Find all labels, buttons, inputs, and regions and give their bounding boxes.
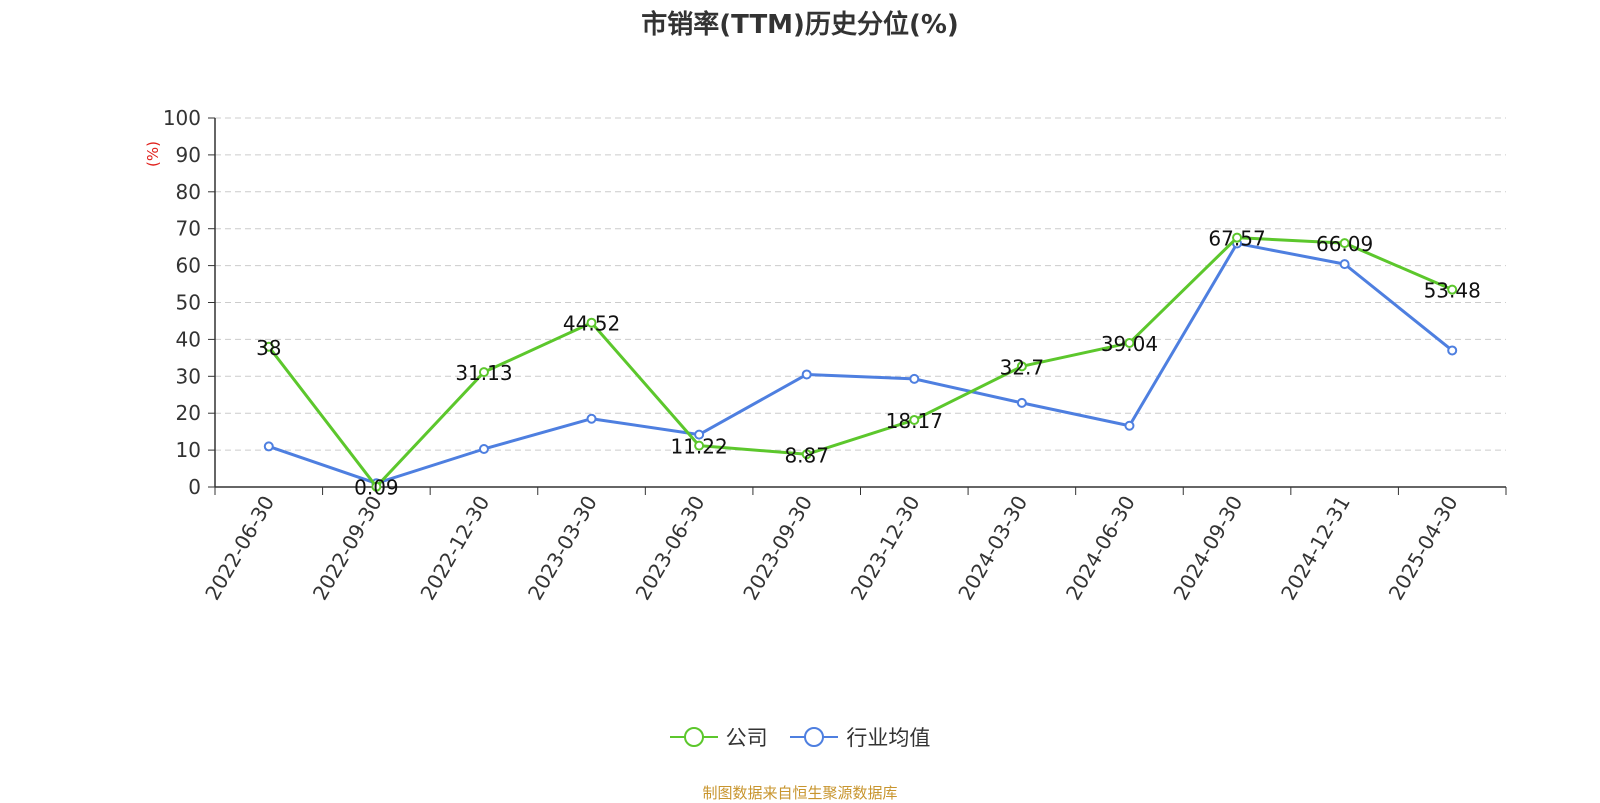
- data-label-company: 18.17: [886, 409, 943, 433]
- x-tick-label: 2023-06-30: [631, 492, 710, 605]
- x-tick-label: 2022-12-30: [415, 492, 494, 605]
- x-tick-label: 2025-04-30: [1384, 492, 1463, 605]
- y-tick-label: 0: [188, 475, 201, 499]
- data-label-company: 44.52: [563, 312, 620, 336]
- x-tick-label: 2024-03-30: [953, 492, 1032, 605]
- y-tick-label: 10: [176, 438, 201, 462]
- data-point-industry-average: [909, 373, 920, 384]
- axes: 0 10 20 30 40 50 60 70 80 90 100(%) 2022-06-30 2022-…: [144, 106, 1507, 605]
- y-tick-label: 60: [176, 254, 201, 278]
- series-lines: [263, 232, 1458, 492]
- y-axis-label: (%): [144, 141, 162, 167]
- data-point-industry-average: [694, 429, 705, 440]
- y-tick-label: 90: [176, 143, 201, 167]
- data-point-company: [586, 317, 597, 328]
- data-point-company: [478, 367, 489, 378]
- data-point-company: [1124, 337, 1135, 348]
- legend-marker-industry-icon: [790, 727, 839, 747]
- y-tick-label: 70: [176, 217, 201, 241]
- x-tick-label: 2022-06-30: [200, 492, 279, 605]
- data-point-industry-average: [1447, 345, 1458, 356]
- legend-label-company: 公司: [725, 726, 768, 750]
- legend-item-industry-average[interactable]: 行业均值: [790, 722, 930, 752]
- data-label-company: 67.57: [1208, 227, 1265, 251]
- data-point-company: [801, 449, 812, 460]
- y-tick-label: 50: [176, 291, 201, 315]
- data-point-company: [909, 414, 920, 425]
- data-point-company: [1339, 238, 1350, 249]
- grid-lines: [215, 117, 1506, 451]
- x-tick-label: 2023-03-30: [523, 492, 602, 605]
- x-tick-label: 2023-12-30: [846, 492, 925, 605]
- x-tick-label: 2022-09-30: [308, 492, 387, 605]
- data-point-company: [1016, 361, 1027, 372]
- legend-marker-company-icon: [669, 727, 718, 747]
- data-label-company: 31.13: [455, 361, 512, 385]
- data-point-industry-average: [1124, 420, 1135, 431]
- series-line-company: [267, 236, 1453, 489]
- data-point-company: [1447, 284, 1458, 295]
- data-label-company: 11.22: [670, 435, 727, 459]
- y-tick-label: 20: [176, 401, 201, 425]
- data-label-company: 39.04: [1101, 332, 1158, 356]
- legend-item-company[interactable]: 公司: [669, 722, 768, 752]
- data-label-company: 66.09: [1316, 232, 1373, 256]
- data-point-industry-average: [1016, 397, 1027, 408]
- data-point-industry-average: [801, 369, 812, 380]
- y-tick-label: 30: [176, 364, 201, 388]
- source-note: 制图数据来自恒生聚源数据库: [702, 784, 898, 802]
- y-tick-label: 100: [163, 106, 201, 130]
- data-labels: 38 0.09 31.13 44.52 11.22 8.87 18.17 32.7 39.04 6…: [256, 227, 1481, 500]
- data-point-company: [694, 440, 705, 451]
- x-tick-label: 2023-09-30: [738, 492, 817, 605]
- data-point-industry-average: [478, 443, 489, 454]
- legend-label-industry-average: 行业均值: [846, 726, 931, 750]
- data-point-company: [1232, 232, 1243, 243]
- data-label-company: 0.09: [354, 476, 399, 500]
- series-line-industry-average: [268, 241, 1454, 485]
- data-point-company: [371, 481, 382, 492]
- data-label-company: 53.48: [1424, 279, 1481, 303]
- data-point-company: [263, 341, 274, 352]
- y-tick-label: 40: [176, 327, 201, 351]
- y-tick-label: 80: [176, 180, 201, 204]
- legend: 公司 行业均值: [0, 722, 1600, 752]
- data-label-company: 32.7: [1000, 355, 1045, 379]
- data-point-industry-average: [1339, 259, 1350, 270]
- data-point-industry-average: [263, 441, 274, 452]
- data-point-industry-average: [586, 413, 597, 424]
- data-label-company: 8.87: [784, 443, 829, 467]
- chart-title: 市销率(TTM)历史分位(%): [641, 10, 959, 40]
- x-tick-label: 2024-09-30: [1168, 492, 1247, 605]
- x-tick-label: 2024-06-30: [1061, 492, 1140, 605]
- data-label-company: 38: [256, 336, 281, 360]
- x-tick-label: 2024-12-31: [1276, 492, 1355, 605]
